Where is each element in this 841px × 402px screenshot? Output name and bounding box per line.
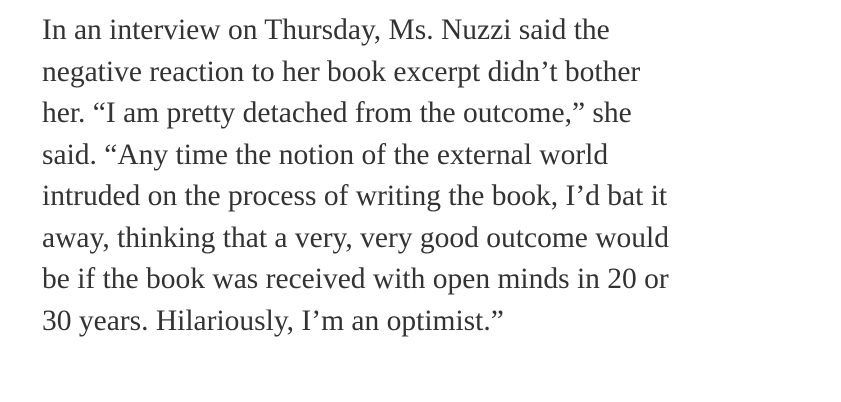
paragraph-line: negative reaction to her book excerpt di… xyxy=(42,55,641,88)
paragraph-line: In an interview on Thursday, Ms. Nuzzi s… xyxy=(42,14,610,46)
paragraph-line: said. “Any time the notion of the extern… xyxy=(42,138,609,171)
paragraph-line: intruded on the process of writing the b… xyxy=(42,180,668,212)
paragraph-line: away, thinking that a very, very good ou… xyxy=(42,221,669,254)
paragraph-line: her. “I am pretty detached from the outc… xyxy=(42,97,632,129)
article-paragraph: In an interview on Thursday, Ms. Nuzzi s… xyxy=(42,10,832,342)
paragraph-line: be if the book was received with open mi… xyxy=(42,263,669,295)
paragraph-line: 30 years. Hilariously, I’m an optimist.” xyxy=(42,304,504,337)
